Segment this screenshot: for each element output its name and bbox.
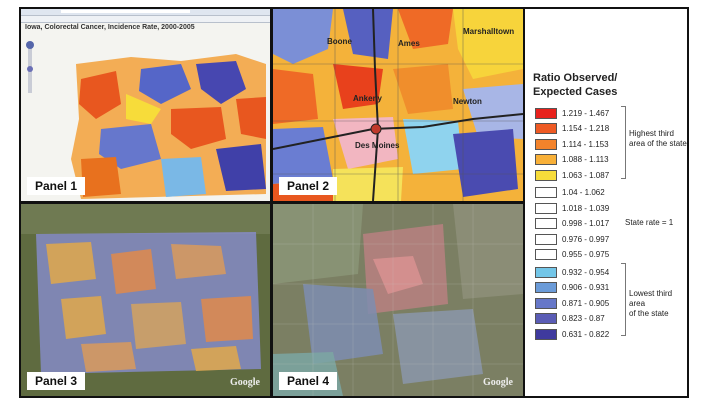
legend-range-label: 0.998 - 1.017 (562, 219, 610, 228)
note-low-line-2: of the state (629, 309, 669, 318)
legend-range-label: 0.976 - 0.997 (562, 234, 610, 244)
legend-swatch (535, 218, 557, 229)
panel-1-map (21, 33, 270, 201)
legend-item: 1.018 - 1.039 (535, 202, 609, 214)
panel-2: Boone Ames Marshalltown Ankeny Newton De… (273, 9, 523, 201)
legend-range-label: 1.154 - 1.218 (562, 124, 610, 133)
legend-swatch (535, 169, 557, 181)
legend-swatch (535, 233, 557, 245)
legend-swatch (535, 138, 557, 150)
legend-range-label: 1.088 - 1.113 (562, 155, 609, 164)
note-low-line-1: Lowest third area (629, 289, 673, 308)
legend-title-line-2: Expected Cases (533, 86, 618, 98)
legend-title: Ratio Observed/ Expected Cases (533, 71, 617, 99)
city-des-moines: Des Moines (355, 141, 400, 150)
note-high-line-2: area of the state (629, 139, 687, 148)
legend-range-label: 1.063 - 1.087 (562, 170, 610, 180)
legend-range-label: 0.823 - 0.87 (562, 314, 605, 323)
legend-range-label: 1.219 - 1.467 (562, 108, 610, 118)
panel-2-map (273, 9, 523, 201)
legend-swatch (535, 187, 557, 198)
google-attribution-4: Google (483, 377, 513, 388)
panel-1-label: Panel 1 (27, 177, 86, 195)
legend-item: 1.219 - 1.467 (535, 107, 609, 119)
legend-item: 1.088 - 1.113 (535, 154, 609, 166)
legend-range-label: 1.114 - 1.153 (562, 139, 609, 149)
legend-swatch (535, 123, 557, 134)
legend-range-label: 0.955 - 0.975 (562, 250, 610, 259)
legend-swatch (535, 328, 557, 340)
legend-item: 1.154 - 1.218 (535, 123, 609, 135)
legend-item: 0.932 - 0.954 (535, 266, 609, 278)
legend-range-label: 0.906 - 0.931 (562, 283, 610, 292)
legend-swatch (535, 249, 557, 260)
panel-3-map (21, 204, 270, 396)
legend-range-label: 0.871 - 0.905 (562, 298, 610, 308)
panel-1-title: Iowa, Colorectal Cancer, Incidence Rate,… (25, 24, 195, 31)
legend-item: 0.631 - 0.822 (535, 328, 609, 340)
legend-swatch (535, 297, 557, 309)
city-ames: Ames (398, 39, 420, 48)
panel-2-label: Panel 2 (279, 177, 338, 195)
note-state: State rate = 1 (625, 218, 674, 227)
panel-4-map (273, 204, 523, 396)
legend-swatch (535, 202, 557, 214)
legend-title-line-1: Ratio Observed/ (533, 72, 618, 84)
legend-range-label: 1.018 - 1.039 (562, 203, 610, 213)
figure-frame: Iowa, Colorectal Cancer, Incidence Rate,… (19, 7, 689, 398)
legend-range-label: 0.932 - 0.954 (562, 267, 610, 277)
legend-range-label: 1.04 - 1.062 (562, 188, 605, 197)
legend-item: 0.823 - 0.87 (535, 313, 605, 325)
legend-swatch (535, 107, 557, 119)
note-high: Highest third area of the state (629, 129, 687, 149)
legend-item: 1.04 - 1.062 (535, 187, 605, 199)
panel-4-label: Panel 4 (279, 372, 338, 390)
city-ankeny: Ankeny (353, 94, 382, 103)
legend-swatch (535, 313, 557, 324)
panel-1: Iowa, Colorectal Cancer, Incidence Rate,… (21, 9, 270, 201)
note-high-line-1: Highest third (629, 129, 674, 138)
legend-range-label: 0.631 - 0.822 (562, 329, 610, 339)
browser-tabbar (21, 16, 270, 23)
bracket-low (621, 263, 626, 336)
legend-item: 0.906 - 0.931 (535, 282, 609, 294)
legend-item: 0.976 - 0.997 (535, 233, 609, 245)
legend-item: 1.114 - 1.153 (535, 138, 609, 150)
city-marshalltown: Marshalltown (463, 27, 515, 36)
legend-swatch (535, 154, 557, 165)
legend-item: 0.955 - 0.975 (535, 249, 609, 261)
legend-item: 1.063 - 1.087 (535, 169, 609, 181)
panel-3: Google Panel 3 (21, 204, 270, 396)
browser-toolbar (21, 9, 270, 16)
city-boone: Boone (327, 37, 352, 46)
google-attribution-3: Google (230, 377, 260, 388)
legend-swatch (535, 282, 557, 293)
panel-4: Google Panel 4 (273, 204, 523, 396)
legend-item: 0.871 - 0.905 (535, 297, 609, 309)
note-low: Lowest third area of the state (629, 289, 687, 319)
legend: Ratio Observed/ Expected Cases 1.219 - 1… (525, 9, 687, 396)
panel-3-label: Panel 3 (27, 372, 86, 390)
legend-item: 0.998 - 1.017 (535, 218, 609, 230)
city-newton: Newton (453, 97, 482, 106)
legend-swatch (535, 266, 557, 278)
bracket-high (621, 106, 626, 179)
address-bar (61, 10, 190, 13)
